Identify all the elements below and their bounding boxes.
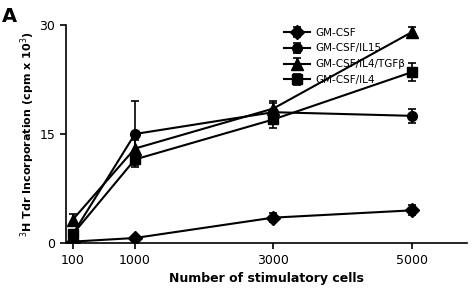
Legend: GM-CSF, GM-CSF/IL15, GM-CSF/IL4/TGFβ, GM-CSF/IL4: GM-CSF, GM-CSF/IL15, GM-CSF/IL4/TGFβ, GM…: [280, 24, 409, 89]
Text: A: A: [1, 8, 17, 27]
Y-axis label: $^{3}$H Tdr Incorporation (cpm x 10$^{3}$): $^{3}$H Tdr Incorporation (cpm x 10$^{3}…: [18, 31, 36, 237]
X-axis label: Number of stimulatory cells: Number of stimulatory cells: [169, 272, 364, 285]
